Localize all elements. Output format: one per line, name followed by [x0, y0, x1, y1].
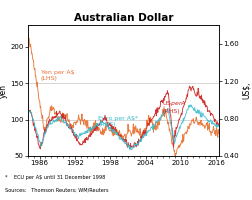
Text: Sources:   Thomson Reuters; WM/Reuters: Sources: Thomson Reuters; WM/Reuters — [5, 187, 109, 192]
Text: US$ per A$
(RHS): US$ per A$ (RHS) — [162, 99, 187, 114]
Title: Australian Dollar: Australian Dollar — [74, 13, 173, 23]
Text: Yen per A$
(LHS): Yen per A$ (LHS) — [41, 70, 74, 81]
Text: Euro per A$*
(RHS): Euro per A$* (RHS) — [99, 116, 139, 127]
Y-axis label: yen: yen — [0, 84, 7, 98]
Text: *    ECU per A$ until 31 December 1998: * ECU per A$ until 31 December 1998 — [5, 175, 105, 180]
Y-axis label: US$,
euro: US$, euro — [242, 82, 252, 99]
